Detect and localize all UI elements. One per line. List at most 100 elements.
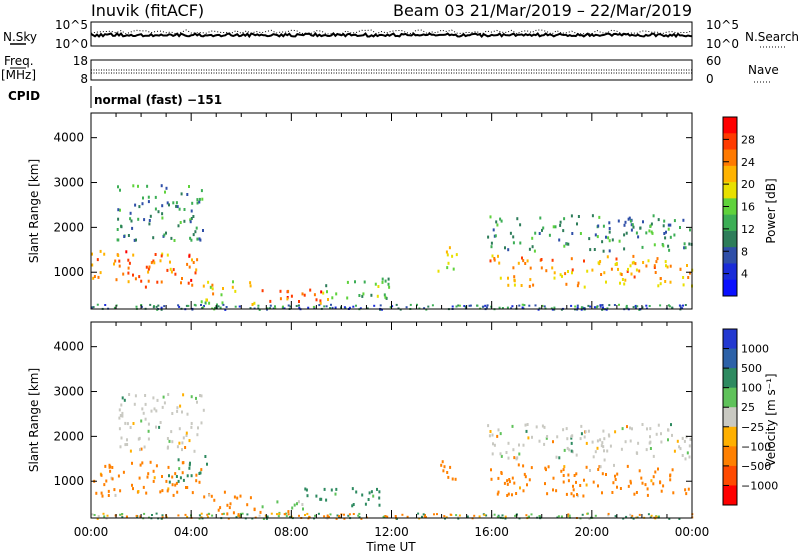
echo-cell	[686, 264, 688, 267]
echo-cell	[416, 303, 418, 306]
echo-cell	[200, 421, 203, 425]
echo-cell	[625, 306, 628, 309]
echo-cell	[249, 496, 252, 500]
echo-cell	[528, 304, 531, 307]
echo-cell	[655, 432, 658, 436]
echo-cell	[656, 257, 659, 261]
echo-cell	[570, 257, 573, 261]
echo-cell	[144, 285, 147, 289]
echo-cell	[147, 437, 150, 441]
echo-cell	[155, 512, 158, 515]
echo-cell	[523, 304, 526, 307]
echo-cell	[607, 514, 610, 517]
echo-cell	[517, 463, 520, 467]
echo-cell	[688, 455, 691, 459]
echo-cell	[466, 515, 469, 518]
echo-cell	[501, 307, 504, 309]
echo-cell	[144, 402, 147, 406]
echo-cell	[443, 465, 446, 469]
power-y-ticks: 1000 2000 3000 4000	[53, 131, 692, 279]
echo-cell	[525, 514, 528, 517]
echo-cell	[615, 257, 618, 261]
echo-cell	[109, 469, 112, 473]
echo-cell	[143, 512, 146, 515]
echo-cell	[119, 489, 122, 493]
echo-cell	[528, 284, 531, 288]
echo-cell	[506, 482, 509, 486]
echo-cell	[487, 424, 490, 428]
echo-cell	[249, 281, 252, 285]
echo-cell	[493, 443, 496, 447]
echo-cell	[163, 305, 166, 308]
echo-cell	[490, 468, 492, 472]
echo-cell	[213, 306, 216, 309]
echo-cell	[121, 516, 124, 519]
time-tick-label: 00:00	[74, 525, 109, 539]
echo-cell	[298, 306, 301, 309]
echo-cell	[167, 445, 169, 449]
echo-cell	[517, 261, 520, 265]
echo-cell	[322, 291, 325, 295]
echo-cell	[239, 494, 242, 498]
echo-cell	[153, 261, 156, 265]
echo-cell	[567, 242, 570, 246]
echo-cell	[202, 408, 205, 412]
echo-cell	[491, 254, 494, 258]
echo-cell	[625, 231, 628, 235]
echo-cell	[681, 454, 684, 457]
echo-cell	[120, 225, 123, 229]
echo-cell	[206, 462, 208, 466]
echo-cell	[100, 473, 103, 477]
echo-cell	[232, 280, 234, 284]
echo-cell	[545, 468, 547, 472]
echo-cell	[219, 506, 222, 510]
echo-cell	[546, 435, 549, 438]
echo-cell	[588, 517, 591, 520]
echo-cell	[518, 304, 521, 307]
echo-cell	[646, 427, 648, 431]
echo-cell	[190, 209, 193, 213]
echo-cell	[216, 303, 218, 307]
echo-cell	[152, 259, 155, 263]
echo-cell	[685, 435, 688, 439]
echo-cell	[165, 231, 167, 235]
echo-cell	[522, 489, 525, 493]
echo-cell	[507, 441, 510, 445]
echo-cell	[563, 465, 566, 469]
echo-cell	[157, 304, 160, 307]
echo-cell	[499, 217, 502, 221]
echo-cell	[631, 223, 634, 227]
echo-cell	[320, 290, 323, 294]
echo-cell	[156, 308, 159, 311]
echo-cell	[120, 436, 123, 440]
echo-cell	[115, 278, 118, 282]
echo-cell	[188, 439, 191, 443]
echo-cell	[186, 262, 189, 266]
echo-cell	[128, 261, 131, 265]
echo-cell	[357, 514, 360, 517]
echo-cell	[493, 257, 496, 260]
echo-cell	[137, 184, 139, 188]
echo-cell	[678, 445, 681, 449]
echo-cell	[152, 236, 155, 240]
echo-cell	[513, 456, 516, 460]
time-axis-labels: 00:00 04:00 08:00 12:00 16:00 20:00 00:00	[74, 525, 710, 539]
echo-cell	[149, 460, 152, 464]
echo-cell	[667, 227, 670, 231]
echo-cell	[287, 513, 290, 516]
echo-cell	[570, 492, 573, 496]
echo-cell	[360, 517, 363, 520]
echo-cell	[445, 516, 448, 519]
echo-cell	[626, 270, 629, 273]
echo-cell	[132, 487, 134, 491]
echo-cell	[144, 417, 147, 421]
echo-cell	[608, 304, 611, 307]
echo-cell	[364, 502, 367, 506]
echo-cell	[559, 223, 562, 227]
echo-cell	[166, 489, 169, 493]
echo-cell	[670, 423, 672, 427]
echo-cell	[525, 429, 528, 433]
echo-cell	[269, 299, 272, 303]
echo-cell	[228, 506, 231, 510]
colorbar-tick-label: −1000	[741, 479, 778, 492]
